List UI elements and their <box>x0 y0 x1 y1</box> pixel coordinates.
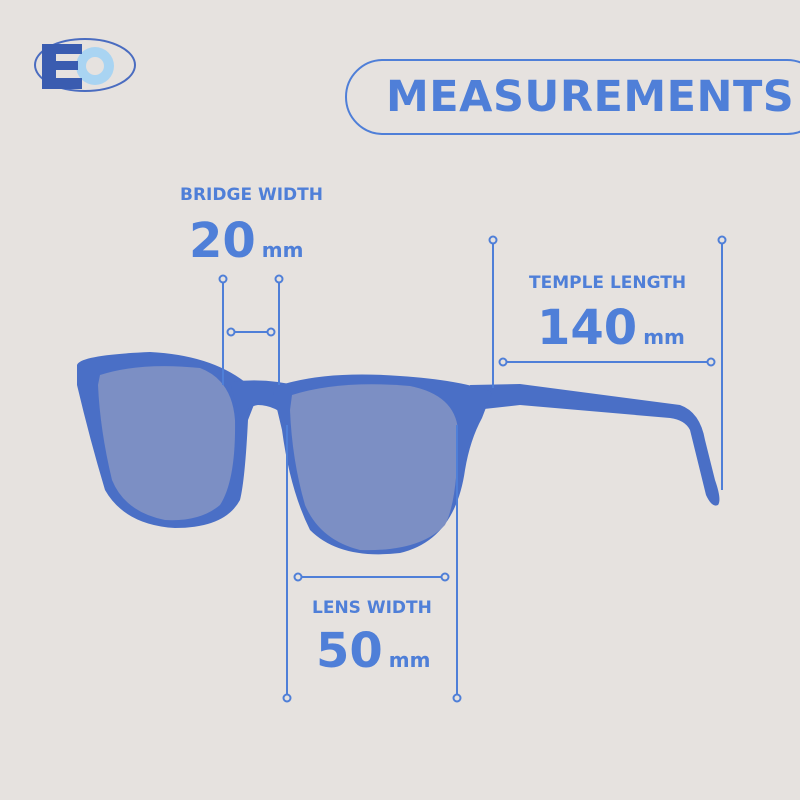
bridge-width-label: BRIDGE WIDTH <box>180 185 323 205</box>
right-lens <box>290 384 458 551</box>
bridge-width-number: 20 <box>189 213 256 269</box>
lens-width-unit: mm <box>388 648 431 672</box>
temple-length-value: 140 mm <box>537 300 685 356</box>
lens-width-value: 50 mm <box>316 623 430 679</box>
left-lens <box>98 366 236 521</box>
title-pill <box>345 59 800 135</box>
lens-width-number: 50 <box>316 623 383 679</box>
lens-width-label: LENS WIDTH <box>312 598 432 618</box>
temple-length-label: TEMPLE LENGTH <box>529 273 687 293</box>
temple-arm <box>470 384 720 506</box>
bridge-width-value: 20 mm <box>189 213 303 269</box>
measurement-lines <box>218 235 727 703</box>
bridge-width-unit: mm <box>261 238 304 262</box>
temple-length-number: 140 <box>537 300 638 356</box>
eo-logo <box>34 38 136 92</box>
temple-length-unit: mm <box>643 325 685 349</box>
page-title: MEASUREMENTS <box>386 72 795 122</box>
